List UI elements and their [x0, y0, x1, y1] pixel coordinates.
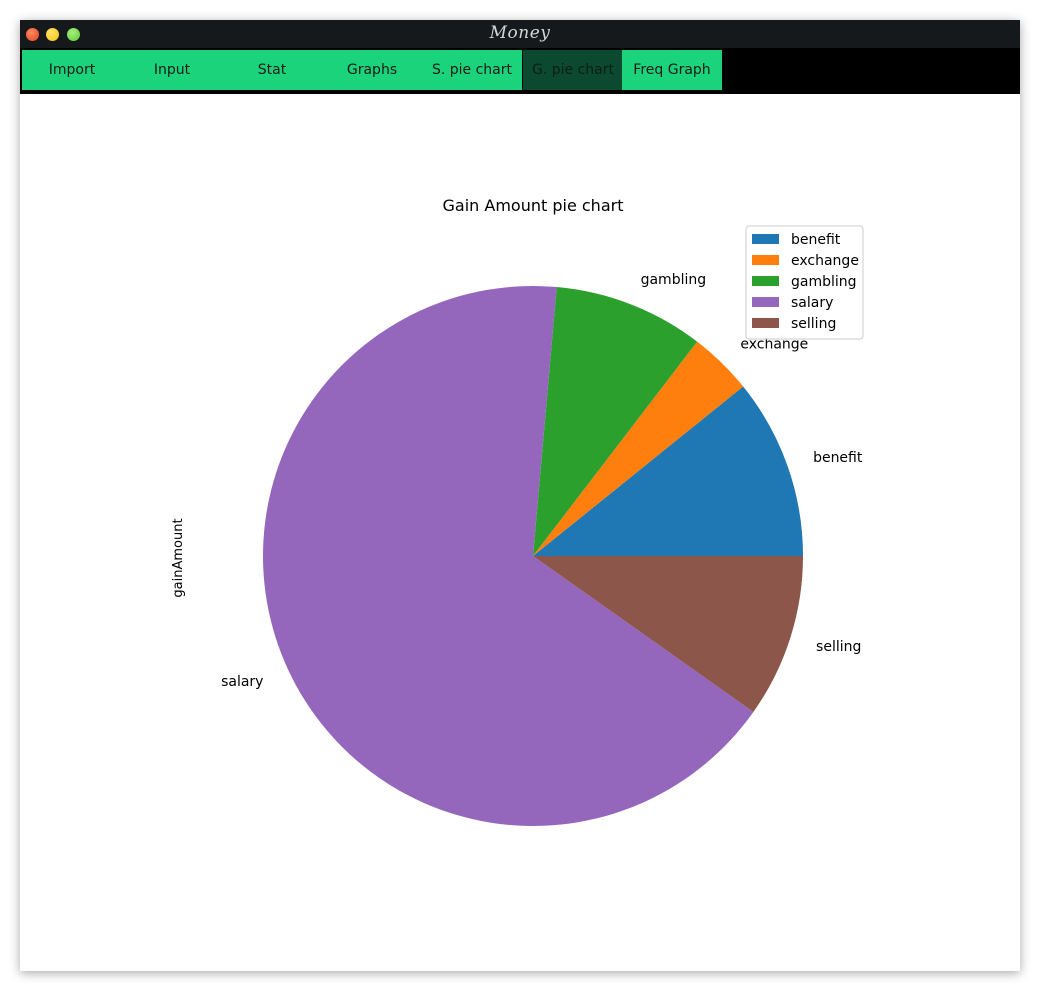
tab-freq-graph[interactable]: Freq Graph	[622, 50, 722, 90]
legend-label-benefit: benefit	[791, 232, 841, 248]
tab-import[interactable]: Import	[22, 50, 122, 90]
legend-swatch-gambling	[752, 276, 779, 286]
pie-chart: Gain Amount pie chart gainAmount benefit…	[171, 196, 864, 826]
legend: benefit exchange gambling salary selling	[745, 225, 864, 340]
pie-labels: benefit exchange gambling salary selling	[221, 272, 863, 690]
title-bar: Money	[20, 20, 1020, 48]
legend-label-selling: selling	[791, 316, 836, 332]
legend-swatch-salary	[752, 297, 779, 307]
legend-swatch-exchange	[752, 255, 779, 265]
pie-label-benefit: benefit	[813, 450, 863, 466]
tab-stat[interactable]: Stat	[222, 50, 322, 90]
legend-frame	[745, 225, 864, 340]
tab-input[interactable]: Input	[122, 50, 222, 90]
minimize-window-button[interactable]	[46, 28, 59, 41]
pie-slice-benefit	[533, 386, 803, 556]
tab-graphs[interactable]: Graphs	[322, 50, 422, 90]
legend-label-gambling: gambling	[791, 274, 857, 290]
pie-slice-exchange	[533, 341, 744, 556]
tab-bar: Import Input Stat Graphs S. pie chart G.…	[20, 48, 1020, 94]
app-window: Money Import Input Stat Graphs S. pie ch…	[20, 20, 1020, 971]
pie-slice-salary	[263, 286, 754, 826]
pie-slice-gambling	[533, 287, 698, 556]
pie-slice-selling	[533, 556, 803, 712]
pie-label-salary: salary	[221, 674, 263, 690]
tab-spending-pie-chart[interactable]: S. pie chart	[422, 50, 522, 90]
y-axis-label: gainAmount	[171, 518, 186, 597]
tab-gain-pie-chart[interactable]: G. pie chart	[522, 50, 623, 90]
legend-label-exchange: exchange	[791, 253, 859, 269]
chart-area: Gain Amount pie chart gainAmount benefit…	[20, 94, 1020, 971]
close-window-button[interactable]	[26, 28, 39, 41]
legend-label-salary: salary	[791, 295, 833, 311]
window-title: Money	[489, 23, 551, 43]
chart-title: Gain Amount pie chart	[443, 196, 624, 215]
maximize-window-button[interactable]	[67, 28, 80, 41]
legend-swatch-benefit	[752, 234, 779, 244]
legend-swatch-selling	[752, 318, 779, 328]
pie-label-gambling: gambling	[641, 272, 707, 288]
pie-slices	[263, 286, 803, 826]
pie-label-exchange: exchange	[740, 336, 808, 352]
pie-label-selling: selling	[816, 639, 861, 655]
